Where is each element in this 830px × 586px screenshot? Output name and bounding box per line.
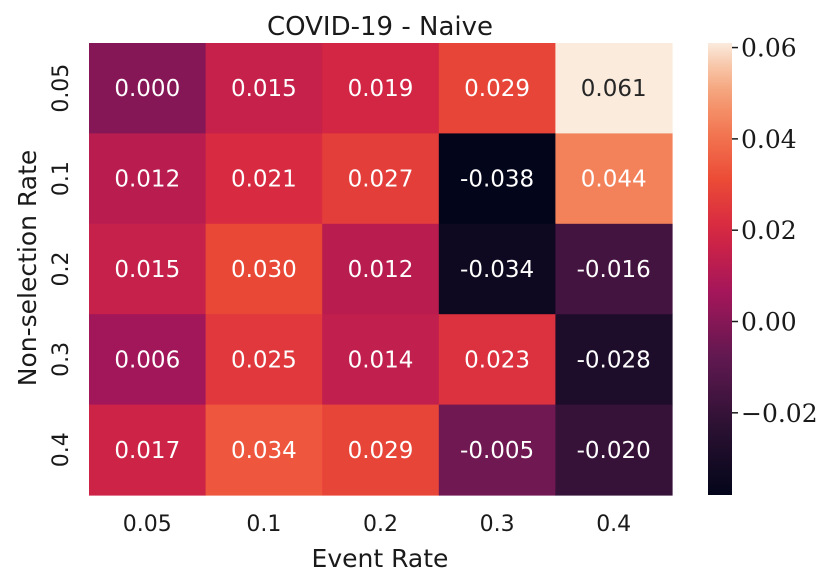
chart-title: COVID-19 - Naive (267, 12, 493, 42)
colorbar-tick-label: 0.02 (741, 216, 797, 245)
heatmap-cell (89, 43, 207, 134)
heatmap-cells: 0.000 0.015 0.019 0.029 0.061 0.012 0.021 0.027… (89, 43, 673, 496)
heatmap-cell (438, 133, 556, 225)
x-tick-label: 0.1 (246, 512, 281, 537)
x-axis-label: Event Rate (312, 544, 449, 573)
y-tick-label: 0.2 (49, 252, 74, 287)
colorbar-tick-label: 0.00 (741, 308, 797, 337)
cell-value-label: 0.027 (348, 167, 414, 193)
y-axis-label: Non-selection Rate (13, 150, 42, 387)
heatmap-cell (89, 314, 207, 406)
colorbar-ticks: 0.06 0.04 0.02 0.00 −0.02 (732, 34, 818, 428)
cell-value-label: 0.000 (114, 76, 180, 102)
cell-value-label: -0.028 (577, 347, 651, 373)
cell-value-label: 0.012 (348, 257, 414, 283)
heatmap-cell (322, 133, 440, 225)
heatmap-cell (205, 133, 323, 225)
heatmap-cell (205, 43, 323, 134)
x-tick-label: 0.2 (363, 512, 398, 537)
y-tick-label: 0.4 (49, 432, 74, 467)
heatmap-cell (438, 314, 556, 406)
cell-value-label: -0.020 (577, 438, 651, 464)
cell-value-label: 0.029 (348, 438, 414, 464)
heatmap-cell (322, 314, 440, 406)
heatmap-cell (205, 223, 323, 315)
heatmap-cell (89, 404, 207, 496)
y-tick-labels: 0.05 0.1 0.2 0.3 0.4 (49, 64, 74, 468)
heatmap-cell (555, 133, 673, 225)
y-tick-label: 0.1 (49, 161, 74, 196)
x-tick-label: 0.4 (596, 512, 631, 537)
heatmap-cell (89, 133, 207, 225)
cell-value-label: 0.017 (114, 438, 180, 464)
cell-value-label: 0.044 (581, 167, 647, 193)
cell-value-label: 0.029 (464, 76, 530, 102)
heatmap-cell (322, 404, 440, 496)
heatmap-cell (555, 314, 673, 406)
colorbar-tick-label: 0.04 (741, 125, 797, 154)
heatmap-cell (438, 43, 556, 134)
heatmap-cell (555, 404, 673, 496)
cell-value-label: 0.023 (464, 347, 530, 373)
colorbar (708, 43, 732, 495)
cell-value-label: 0.014 (348, 347, 414, 373)
heatmap-cell (322, 223, 440, 315)
cell-value-label: -0.016 (577, 257, 651, 283)
heatmap-cell (205, 404, 323, 496)
cell-value-label: 0.015 (231, 76, 297, 102)
y-tick-label: 0.05 (49, 64, 74, 113)
heatmap-cell (438, 223, 556, 315)
cell-value-label: 0.034 (231, 438, 297, 464)
x-tick-label: 0.05 (123, 512, 172, 537)
cell-value-label: 0.019 (348, 76, 414, 102)
cell-value-label: 0.021 (231, 167, 297, 193)
cell-value-label: 0.012 (114, 167, 180, 193)
heatmap-cell (555, 43, 673, 134)
heatmap-cell (555, 223, 673, 315)
cell-value-label: -0.038 (460, 167, 534, 193)
heatmap-cell (205, 314, 323, 406)
cell-value-label: -0.034 (460, 257, 534, 283)
colorbar-tick-label: −0.02 (741, 399, 818, 428)
cell-value-label: 0.006 (114, 347, 180, 373)
colorbar-tick-label: 0.06 (741, 34, 797, 63)
x-tick-labels: 0.05 0.1 0.2 0.3 0.4 (123, 512, 631, 537)
cell-value-label: 0.061 (581, 76, 647, 102)
cell-value-label: 0.015 (114, 257, 180, 283)
heatmap-cell (89, 223, 207, 315)
heatmap-cell (438, 404, 556, 496)
cell-value-label: 0.025 (231, 347, 297, 373)
cell-value-label: -0.005 (460, 438, 534, 464)
heatmap-cell (322, 43, 440, 134)
x-tick-label: 0.3 (480, 512, 515, 537)
cell-value-label: 0.030 (231, 257, 297, 283)
y-tick-label: 0.3 (49, 342, 74, 377)
